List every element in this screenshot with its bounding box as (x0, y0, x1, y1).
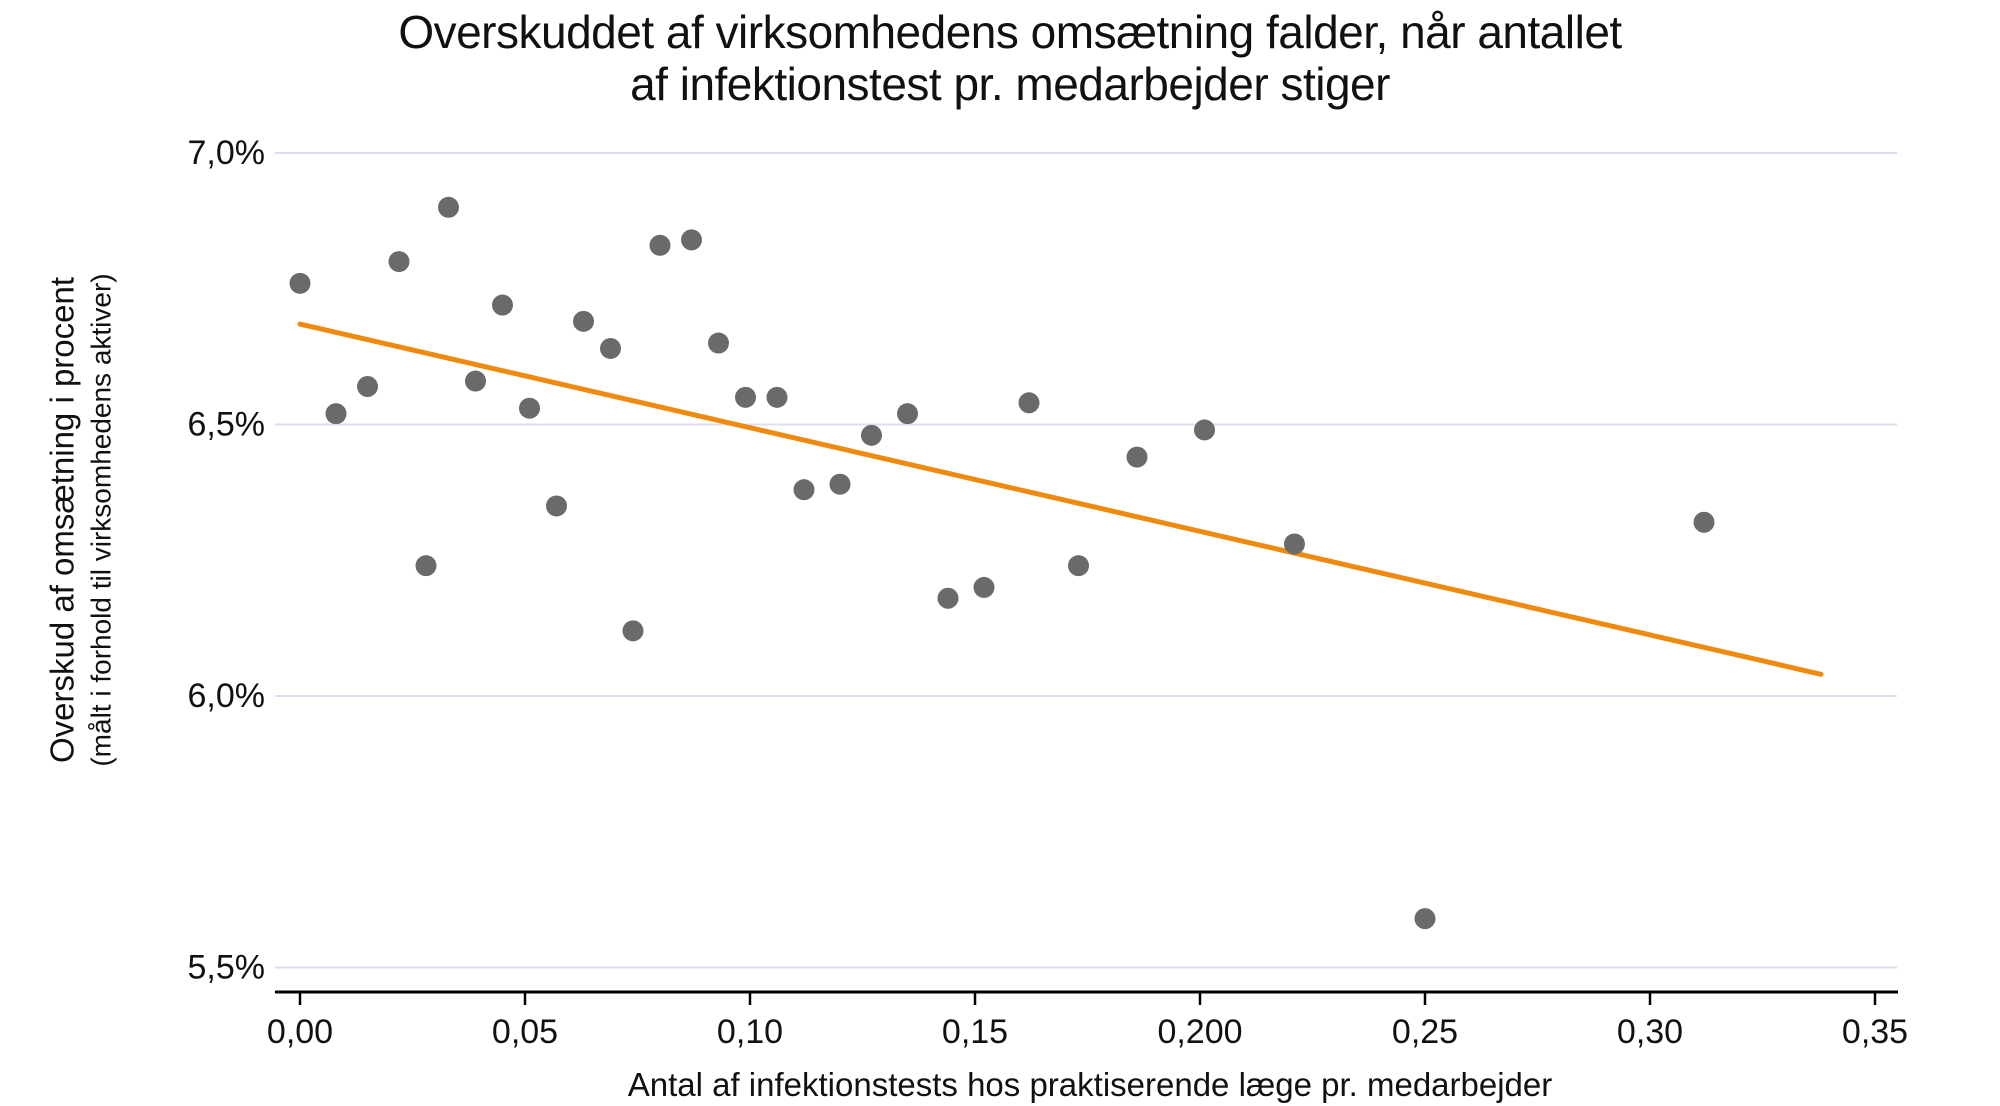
data-point (622, 620, 644, 642)
data-point (1126, 446, 1148, 468)
data-point (708, 332, 729, 354)
data-point (766, 386, 788, 408)
data-point (793, 479, 815, 501)
y-tick-label: 6,5% (188, 406, 266, 444)
data-point (1414, 908, 1436, 930)
data-point (897, 403, 918, 425)
data-point (829, 473, 851, 495)
y-tick-label: 5,5% (188, 949, 266, 987)
y-tick-label: 6,0% (188, 677, 266, 715)
data-point (1284, 533, 1305, 555)
data-point (600, 337, 621, 359)
data-point (519, 397, 540, 419)
x-tick-label: 0,200 (1157, 1013, 1242, 1051)
data-point (388, 251, 410, 273)
chart-title-line1: Overskuddet af virksomhedens omsætning f… (398, 6, 1622, 58)
x-tick-label: 0,10 (717, 1013, 783, 1051)
data-point (465, 370, 486, 392)
data-point (1693, 511, 1715, 533)
y-tick-label: 7,0% (188, 134, 266, 172)
trend-line (297, 321, 1824, 677)
data-point (357, 375, 378, 397)
y-axis-title-line1: Overskud af omsætning i procent (44, 277, 81, 763)
data-point (735, 386, 756, 408)
x-tick-label: 0,30 (1617, 1013, 1683, 1051)
y-axis-title-line2: (målt i forhold til virksomhedens aktive… (86, 273, 117, 766)
x-tick-label: 0,05 (492, 1013, 558, 1051)
data-point (546, 495, 567, 517)
data-point (438, 196, 459, 218)
data-point (1194, 419, 1215, 441)
data-point (649, 234, 671, 256)
data-point (289, 272, 311, 294)
chart-title-line2: af infektionstest pr. medarbejder stiger (630, 58, 1390, 110)
data-point (937, 587, 959, 609)
x-tick-label: 0,25 (1392, 1013, 1458, 1051)
data-point (1018, 392, 1040, 414)
data-point (681, 229, 702, 251)
data-point (573, 310, 594, 332)
data-point (973, 576, 995, 598)
data-point (492, 294, 513, 316)
data-point (325, 403, 347, 425)
data-point (1068, 555, 1089, 577)
x-tick-label: 0,15 (942, 1013, 1008, 1051)
data-point (861, 424, 882, 446)
x-axis-title: Antal af infektionstests hos praktiseren… (628, 1066, 1553, 1103)
data-point (415, 555, 437, 577)
plot-area: 7,0% 6,5% 6,0% 5,5%0,00 0,05 0,10 0,15 0,200 0,2… (188, 134, 1909, 1051)
x-tick-label: 0,35 (1842, 1013, 1908, 1051)
x-tick-label: 0,00 (267, 1013, 333, 1051)
